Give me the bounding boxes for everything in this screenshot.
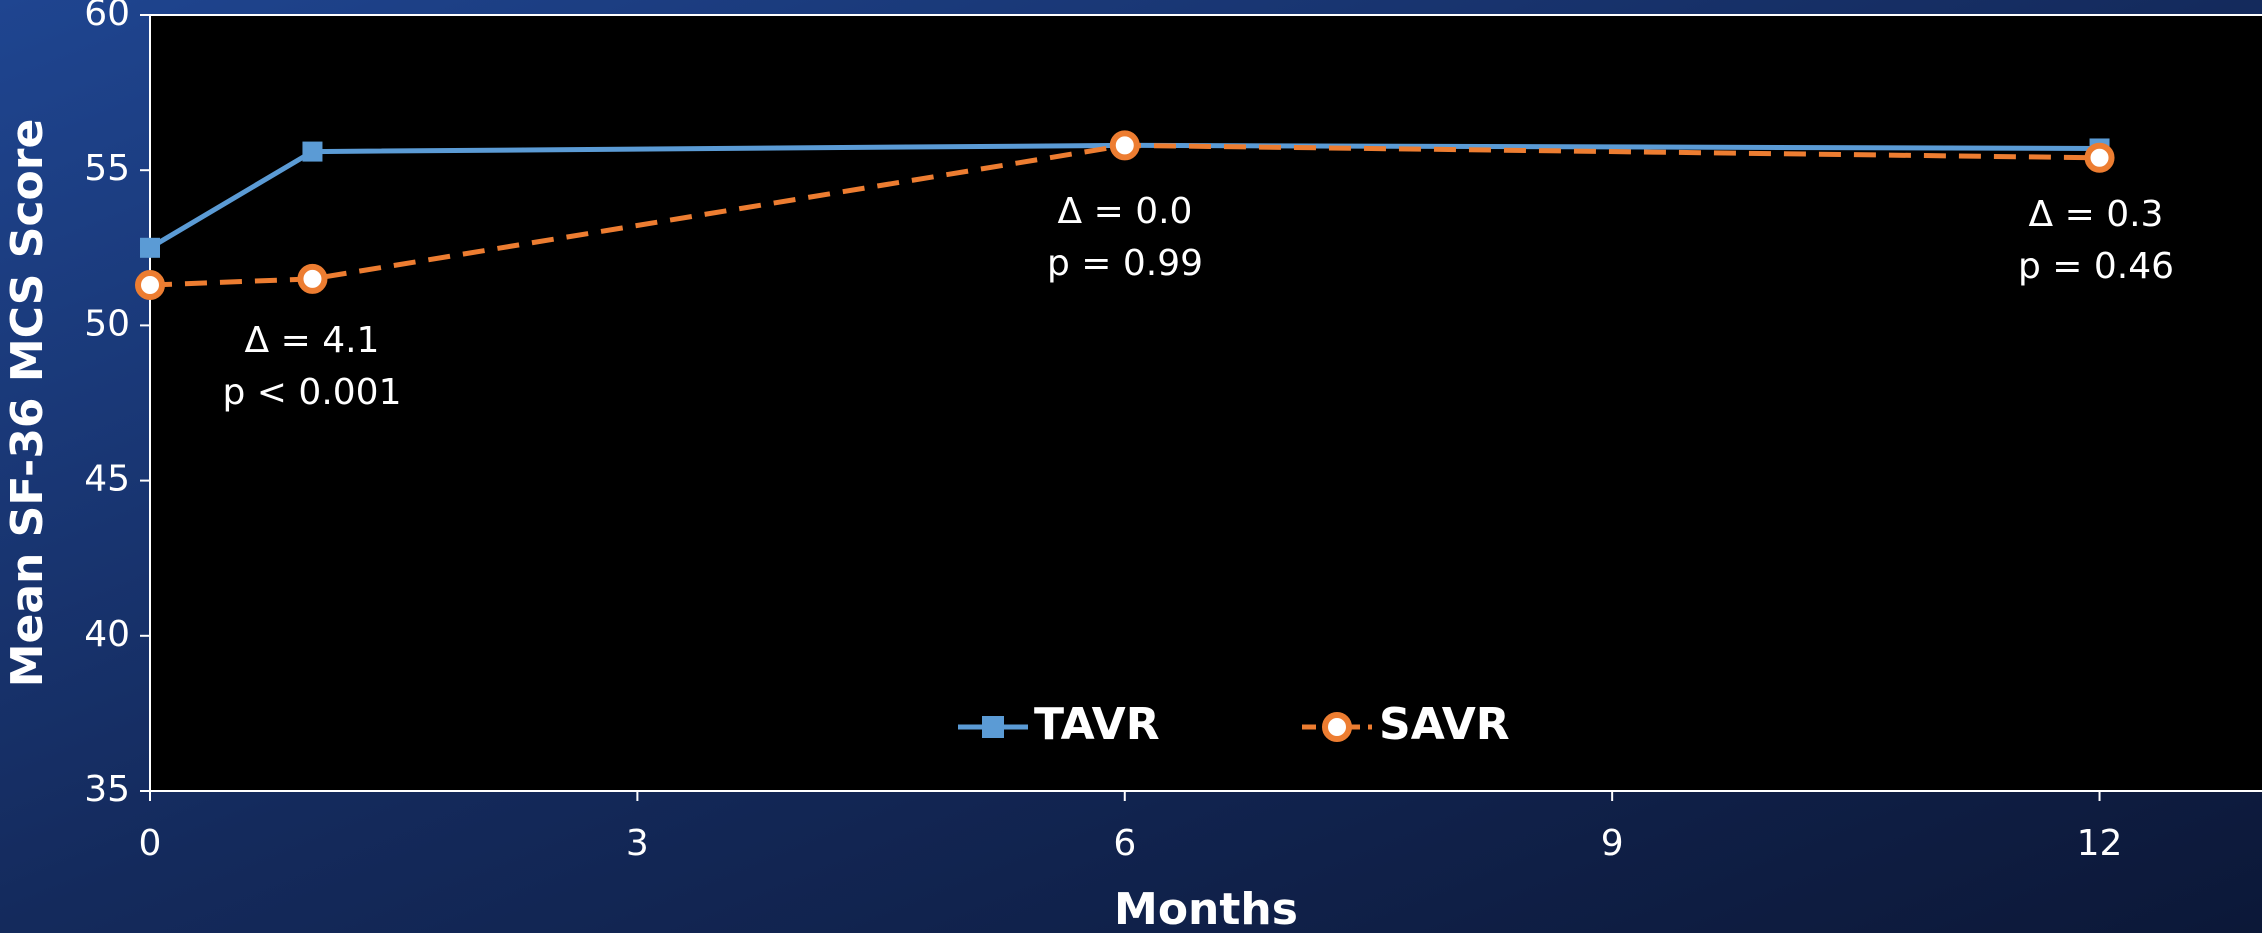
marker	[1109, 130, 1140, 161]
marker	[135, 270, 165, 301]
legend-marker	[1322, 712, 1352, 742]
x-tick-label: 6	[1113, 823, 1136, 864]
y-tick-label: 55	[84, 148, 130, 189]
y-tick-label: 60	[84, 0, 130, 34]
legend-label: TAVR	[1034, 699, 1160, 750]
y-axis-title: Mean SF-36 MCS Score	[2, 119, 53, 688]
marker	[140, 237, 160, 258]
marker	[302, 141, 323, 162]
x-tick-label: 12	[2077, 823, 2123, 864]
marker	[297, 263, 328, 294]
annotation: p = 0.99	[1047, 243, 1203, 284]
annotation: Δ = 0.3	[2029, 194, 2164, 235]
x-tick-label: 0	[139, 823, 162, 864]
x-tick-label: 3	[626, 823, 649, 864]
x-axis-title: Months	[1114, 884, 1298, 933]
annotation: Δ = 0.0	[1058, 191, 1193, 232]
annotation: Δ = 4.1	[245, 320, 380, 361]
y-tick-label: 40	[84, 614, 130, 655]
legend-marker	[982, 716, 1004, 738]
y-tick-label: 50	[84, 303, 130, 344]
x-tick-label: 9	[1601, 823, 1624, 864]
legend-label: SAVR	[1379, 699, 1510, 750]
plot-area	[150, 15, 2262, 791]
y-tick-label: 35	[84, 769, 130, 810]
series-line	[148, 142, 2100, 250]
annotation: p = 0.46	[2018, 246, 2174, 287]
y-tick-label: 45	[84, 459, 130, 500]
annotation: p < 0.001	[223, 372, 402, 413]
series-line	[149, 142, 2100, 288]
marker	[2084, 142, 2115, 173]
